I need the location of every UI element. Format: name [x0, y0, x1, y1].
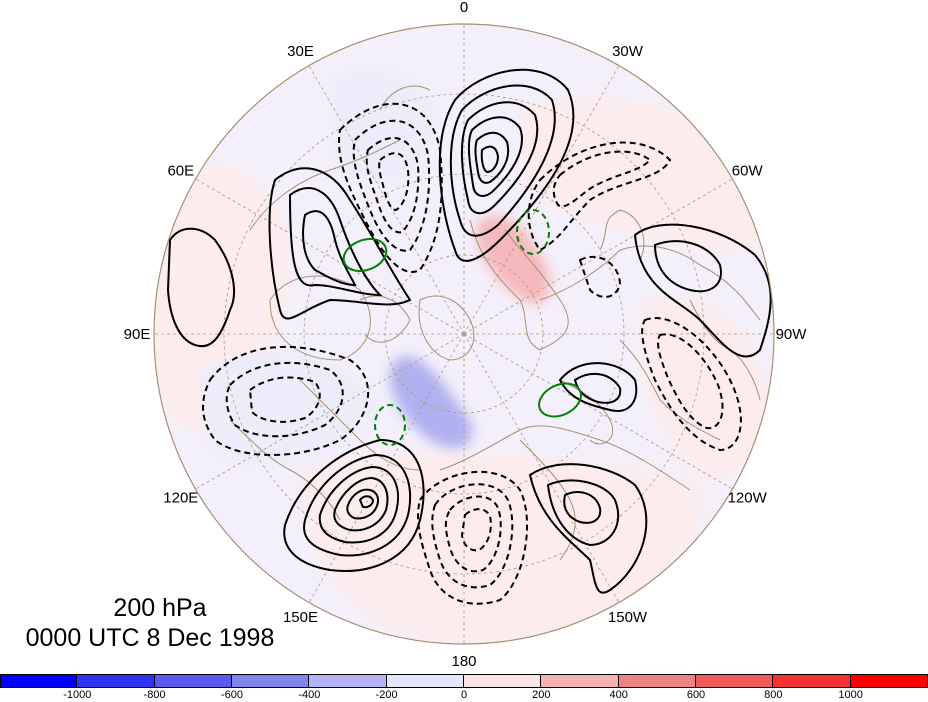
longitude-label: 30W	[612, 43, 644, 60]
longitude-labels: 0 30W 60W 90W 120W 150W 180 150E 120E 90E 60E 30E	[124, 0, 808, 670]
longitude-label: 150E	[283, 609, 318, 626]
colorbar-label: -1000	[63, 689, 92, 701]
longitude-label: 60E	[167, 163, 194, 180]
graticule	[154, 24, 774, 644]
colorbar-segment	[309, 674, 387, 688]
colorbar-segment	[850, 674, 928, 688]
longitude-label: 120E	[163, 490, 198, 507]
polar-stereographic-map: 0 30W 60W 90W 120W 150W 180 150E 120E 90E 60E 30E	[124, 0, 808, 670]
colorbar-label: -600	[220, 689, 244, 701]
colorbar-segment	[154, 674, 232, 688]
green-contours	[342, 209, 582, 446]
colorbar-segment	[232, 674, 310, 688]
pressure-level-title: 200 hPa	[113, 594, 207, 622]
strong-anomaly-shading	[389, 215, 550, 449]
colorbar-label: 400	[609, 689, 628, 701]
valid-time-title: 0000 UTC 8 Dec 1998	[25, 624, 275, 652]
longitude-label: 90W	[776, 326, 808, 343]
colorbar-label: 800	[764, 689, 783, 701]
positive-contours	[166, 68, 772, 594]
longitude-label: 180	[451, 653, 476, 670]
colorbar-segment	[618, 674, 696, 688]
colorbar-label: 200	[532, 689, 551, 701]
longitude-label: 30E	[287, 43, 314, 60]
longitude-label: 60W	[732, 163, 764, 180]
colorbar-segment	[541, 674, 619, 688]
colorbar-segment	[773, 674, 851, 688]
colorbar-segment	[0, 674, 78, 688]
colorbar: -1000 -800 -600 -400 -200 0 200 400 600 800 1000	[0, 674, 928, 702]
negative-contours	[202, 102, 742, 605]
longitude-label: 90E	[124, 326, 151, 343]
longitude-label: 150W	[608, 609, 648, 626]
colorbar-label: 600	[686, 689, 706, 701]
colorbar-segment	[696, 674, 774, 688]
colorbar-label: 1000	[838, 689, 863, 701]
map-boundary	[153, 23, 775, 645]
colorbar-label: -800	[143, 689, 166, 701]
longitude-label: 120W	[728, 490, 768, 507]
colorbar-segment	[77, 674, 155, 688]
colorbar-label: -400	[298, 689, 321, 701]
longitude-label: 0	[460, 0, 468, 16]
colorbar-segment	[386, 674, 464, 688]
colorbar-label: 0	[460, 689, 468, 701]
colorbar-segment	[464, 674, 542, 688]
colorbar-label: -200	[375, 689, 398, 701]
